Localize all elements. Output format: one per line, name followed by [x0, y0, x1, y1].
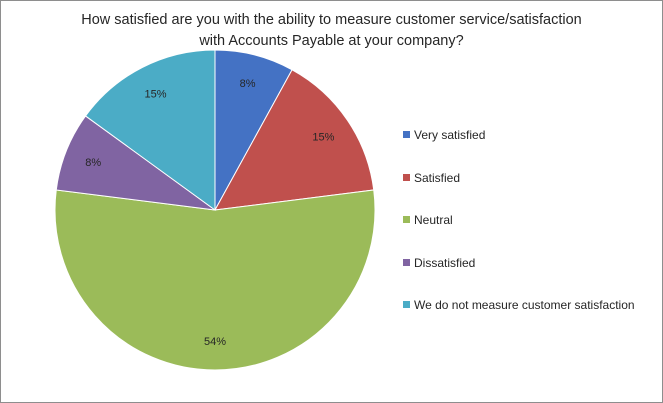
- legend-label-0: Very satisfied: [414, 128, 486, 142]
- pie-data-labels: 8% 15% 54% 8% 15%: [85, 78, 334, 348]
- legend-label-1: Satisfied: [414, 170, 461, 185]
- chart-title-line-2: with Accounts Payable at your company?: [199, 33, 464, 49]
- pie-data-label-0: 8%: [240, 78, 256, 90]
- pie-data-label-3: 8%: [85, 157, 101, 169]
- pie-slice-4: [84, 49, 216, 211]
- legend-label-4: We do not measure customer satisfaction: [414, 298, 635, 312]
- legend-swatch-0: [403, 131, 410, 138]
- chart-title-line-1: How satisfied are you with the ability t…: [81, 12, 582, 28]
- legend-swatch-4: [403, 301, 410, 308]
- pie-data-label-4: 15%: [145, 88, 167, 100]
- chart-title: How satisfied are you with the ability t…: [0, 10, 663, 52]
- legend-swatch-3: [403, 258, 410, 266]
- pie-data-label-1: 15%: [312, 131, 334, 143]
- pie-data-label-2: 54%: [204, 336, 226, 348]
- legend-swatch-1: [403, 173, 410, 181]
- legend-label-3: Dissatisfied: [414, 255, 476, 270]
- pie-slices: [54, 49, 376, 371]
- legend-label-2: Neutral: [414, 213, 453, 227]
- pie-slice-1: [214, 69, 375, 211]
- legend-swatch-2: [403, 216, 410, 223]
- pie-slice-2: [54, 189, 376, 371]
